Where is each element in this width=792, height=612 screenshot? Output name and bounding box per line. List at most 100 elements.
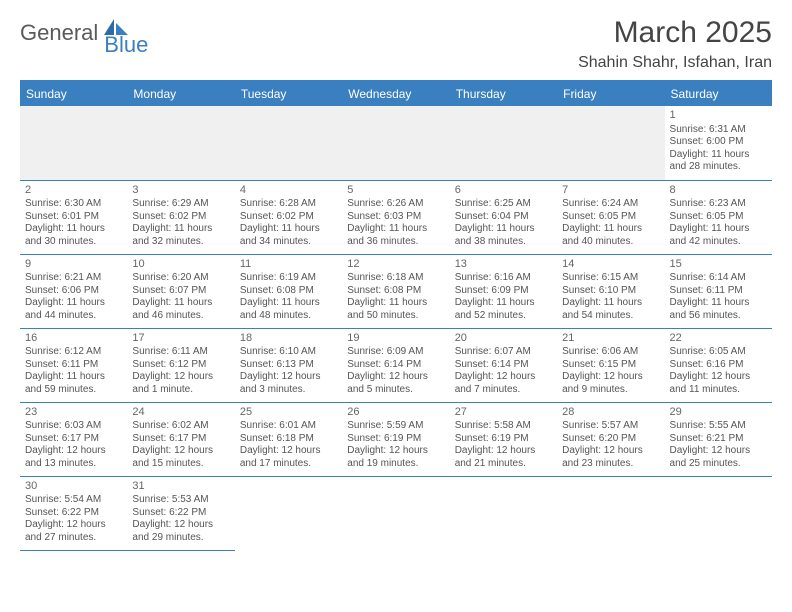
weekday-sunday: Sunday (20, 81, 127, 106)
empty-cell (665, 476, 772, 550)
sunrise-line: Sunrise: 6:14 AM (670, 272, 767, 285)
daylight-line: Daylight: 12 hours and 13 minutes. (25, 445, 122, 470)
daylight-line: Daylight: 12 hours and 17 minutes. (240, 445, 337, 470)
daylight-line: Daylight: 11 hours and 50 minutes. (347, 297, 444, 322)
logo-text-general: General (20, 20, 98, 46)
daylight-line: Daylight: 12 hours and 9 minutes. (562, 371, 659, 396)
sunset-line: Sunset: 6:13 PM (240, 359, 337, 372)
empty-cell (235, 106, 342, 180)
daylight-line: Daylight: 11 hours and 36 minutes. (347, 223, 444, 248)
sunrise-line: Sunrise: 5:58 AM (455, 420, 552, 433)
daylight-line: Daylight: 12 hours and 15 minutes. (132, 445, 229, 470)
sunset-line: Sunset: 6:22 PM (132, 507, 229, 520)
daylight-line: Daylight: 11 hours and 30 minutes. (25, 223, 122, 248)
sunset-line: Sunset: 6:19 PM (347, 433, 444, 446)
sunset-line: Sunset: 6:02 PM (240, 211, 337, 224)
calendar-row: 9Sunrise: 6:21 AMSunset: 6:06 PMDaylight… (20, 254, 772, 328)
sunrise-line: Sunrise: 6:16 AM (455, 272, 552, 285)
day-cell: 14Sunrise: 6:15 AMSunset: 6:10 PMDayligh… (557, 254, 664, 328)
day-number: 13 (455, 258, 552, 272)
weekday-saturday: Saturday (665, 81, 772, 106)
day-number: 2 (25, 184, 122, 198)
header: General Blue March 2025 Shahin Shahr, Is… (20, 16, 772, 72)
sunrise-line: Sunrise: 5:53 AM (132, 494, 229, 507)
sunrise-line: Sunrise: 6:01 AM (240, 420, 337, 433)
logo: General Blue (20, 20, 178, 46)
daylight-line: Daylight: 11 hours and 40 minutes. (562, 223, 659, 248)
day-cell: 6Sunrise: 6:25 AMSunset: 6:04 PMDaylight… (450, 180, 557, 254)
day-number: 24 (132, 406, 229, 420)
day-cell: 1Sunrise: 6:31 AMSunset: 6:00 PMDaylight… (665, 106, 772, 180)
day-cell: 22Sunrise: 6:05 AMSunset: 6:16 PMDayligh… (665, 328, 772, 402)
sunrise-line: Sunrise: 6:24 AM (562, 198, 659, 211)
sunrise-line: Sunrise: 6:03 AM (25, 420, 122, 433)
day-number: 14 (562, 258, 659, 272)
daylight-line: Daylight: 11 hours and 34 minutes. (240, 223, 337, 248)
day-number: 21 (562, 332, 659, 346)
daylight-line: Daylight: 12 hours and 27 minutes. (25, 519, 122, 544)
sunset-line: Sunset: 6:08 PM (347, 285, 444, 298)
calendar-body: 1Sunrise: 6:31 AMSunset: 6:00 PMDaylight… (20, 106, 772, 550)
sunset-line: Sunset: 6:21 PM (670, 433, 767, 446)
sunset-line: Sunset: 6:07 PM (132, 285, 229, 298)
day-number: 3 (132, 184, 229, 198)
sunset-line: Sunset: 6:01 PM (25, 211, 122, 224)
sunrise-line: Sunrise: 6:23 AM (670, 198, 767, 211)
sunset-line: Sunset: 6:00 PM (670, 136, 767, 149)
day-number: 15 (670, 258, 767, 272)
day-number: 22 (670, 332, 767, 346)
empty-cell (450, 476, 557, 550)
day-cell: 11Sunrise: 6:19 AMSunset: 6:08 PMDayligh… (235, 254, 342, 328)
month-title: March 2025 (578, 16, 772, 50)
sunset-line: Sunset: 6:05 PM (562, 211, 659, 224)
daylight-line: Daylight: 11 hours and 48 minutes. (240, 297, 337, 322)
day-number: 18 (240, 332, 337, 346)
day-number: 4 (240, 184, 337, 198)
sunrise-line: Sunrise: 6:20 AM (132, 272, 229, 285)
sunset-line: Sunset: 6:20 PM (562, 433, 659, 446)
sunset-line: Sunset: 6:12 PM (132, 359, 229, 372)
sunrise-line: Sunrise: 6:11 AM (132, 346, 229, 359)
day-cell: 16Sunrise: 6:12 AMSunset: 6:11 PMDayligh… (20, 328, 127, 402)
calendar-row: 23Sunrise: 6:03 AMSunset: 6:17 PMDayligh… (20, 402, 772, 476)
day-number: 16 (25, 332, 122, 346)
sunrise-line: Sunrise: 6:02 AM (132, 420, 229, 433)
day-number: 5 (347, 184, 444, 198)
daylight-line: Daylight: 12 hours and 1 minute. (132, 371, 229, 396)
calendar-row: 1Sunrise: 6:31 AMSunset: 6:00 PMDaylight… (20, 106, 772, 180)
day-number: 10 (132, 258, 229, 272)
day-number: 20 (455, 332, 552, 346)
daylight-line: Daylight: 12 hours and 3 minutes. (240, 371, 337, 396)
daylight-line: Daylight: 12 hours and 29 minutes. (132, 519, 229, 544)
daylight-line: Daylight: 11 hours and 32 minutes. (132, 223, 229, 248)
day-cell: 12Sunrise: 6:18 AMSunset: 6:08 PMDayligh… (342, 254, 449, 328)
sunset-line: Sunset: 6:19 PM (455, 433, 552, 446)
empty-cell (450, 106, 557, 180)
sunset-line: Sunset: 6:04 PM (455, 211, 552, 224)
weekday-thursday: Thursday (450, 81, 557, 106)
sunrise-line: Sunrise: 6:30 AM (25, 198, 122, 211)
sunset-line: Sunset: 6:09 PM (455, 285, 552, 298)
daylight-line: Daylight: 11 hours and 42 minutes. (670, 223, 767, 248)
sunrise-line: Sunrise: 6:29 AM (132, 198, 229, 211)
sunset-line: Sunset: 6:16 PM (670, 359, 767, 372)
sunset-line: Sunset: 6:18 PM (240, 433, 337, 446)
day-number: 8 (670, 184, 767, 198)
daylight-line: Daylight: 11 hours and 38 minutes. (455, 223, 552, 248)
daylight-line: Daylight: 11 hours and 59 minutes. (25, 371, 122, 396)
sunrise-line: Sunrise: 6:09 AM (347, 346, 444, 359)
day-cell: 8Sunrise: 6:23 AMSunset: 6:05 PMDaylight… (665, 180, 772, 254)
day-cell: 28Sunrise: 5:57 AMSunset: 6:20 PMDayligh… (557, 402, 664, 476)
day-cell: 26Sunrise: 5:59 AMSunset: 6:19 PMDayligh… (342, 402, 449, 476)
daylight-line: Daylight: 12 hours and 25 minutes. (670, 445, 767, 470)
calendar-table: SundayMondayTuesdayWednesdayThursdayFrid… (20, 80, 772, 551)
sunrise-line: Sunrise: 6:19 AM (240, 272, 337, 285)
day-cell: 2Sunrise: 6:30 AMSunset: 6:01 PMDaylight… (20, 180, 127, 254)
sunset-line: Sunset: 6:08 PM (240, 285, 337, 298)
sunrise-line: Sunrise: 6:07 AM (455, 346, 552, 359)
daylight-line: Daylight: 12 hours and 11 minutes. (670, 371, 767, 396)
daylight-line: Daylight: 12 hours and 19 minutes. (347, 445, 444, 470)
sunrise-line: Sunrise: 6:18 AM (347, 272, 444, 285)
day-cell: 27Sunrise: 5:58 AMSunset: 6:19 PMDayligh… (450, 402, 557, 476)
day-number: 11 (240, 258, 337, 272)
